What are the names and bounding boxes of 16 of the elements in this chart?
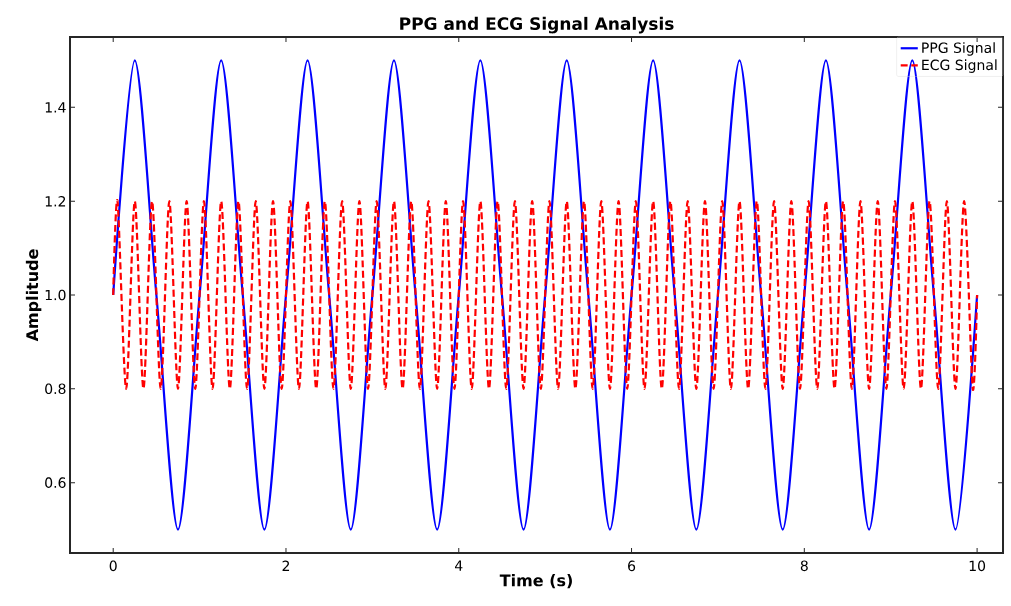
x-axis-title: Time (s) xyxy=(499,573,572,589)
legend-label: ECG Signal xyxy=(922,59,997,73)
x-tick-label: 8 xyxy=(800,560,808,572)
x-tick-label: 10 xyxy=(969,560,986,572)
x-tick-label: 0 xyxy=(109,560,117,572)
x-tick-label: 4 xyxy=(454,560,463,571)
y-tick-label: 1.4 xyxy=(45,102,66,113)
y-tick-label: 1.0 xyxy=(45,289,66,301)
y-tick-label: 1.2 xyxy=(45,195,66,207)
x-tick-label: 2 xyxy=(282,560,290,571)
x-tick-label: 6 xyxy=(628,560,636,572)
y-tick-label: 0.6 xyxy=(45,477,66,488)
legend-label: PPG Signal xyxy=(922,42,995,56)
y-axis-title: Amplitude xyxy=(25,249,42,342)
chart-title: PPG and ECG Signal Analysis xyxy=(400,16,674,34)
y-tick-label: 0.8 xyxy=(45,383,66,395)
